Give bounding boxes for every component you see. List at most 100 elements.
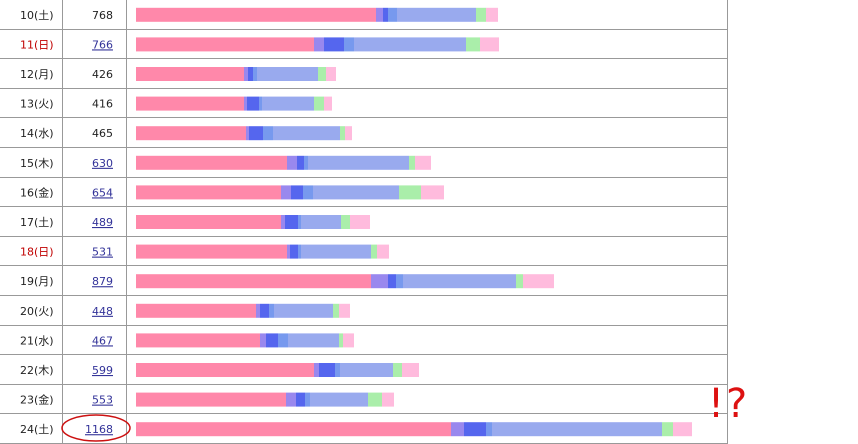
bar-segment [399, 185, 421, 200]
table-row: 16(金) 654 [20, 185, 444, 200]
bar-segment [335, 363, 340, 377]
bar-segment [345, 126, 352, 141]
bar-segment [249, 126, 263, 141]
bar-segment [247, 96, 259, 111]
bar-segment [318, 67, 326, 81]
bar-segment [291, 185, 303, 200]
access-count-link[interactable]: 553 [92, 394, 113, 407]
date-label: 19(月) [20, 275, 54, 288]
access-count-link[interactable]: 766 [92, 38, 113, 51]
bar-segment [409, 155, 415, 170]
access-count-link[interactable]: 599 [92, 364, 113, 377]
bar-segment [662, 422, 673, 437]
table-row: 20(火) 448 [20, 303, 350, 318]
bar-segment [246, 126, 249, 141]
access-count-link[interactable]: 448 [92, 305, 113, 318]
bar-segment [340, 126, 345, 141]
bar-segment [376, 7, 383, 22]
bar-segment [313, 185, 399, 200]
bar-segment [290, 244, 298, 259]
access-count-link[interactable]: 489 [92, 216, 113, 229]
table-row: 11(日) 766 [20, 37, 499, 52]
access-count: 426 [92, 68, 113, 81]
bar-segment [136, 67, 244, 81]
table-row: 24(土) 1168 [20, 422, 692, 437]
bar-segment [324, 37, 344, 52]
bar-segment [136, 126, 246, 141]
access-count-link[interactable]: 630 [92, 157, 113, 170]
date-label: 15(木) [20, 157, 54, 170]
bar-segment [476, 7, 486, 22]
table-row: 22(木) 599 [20, 363, 419, 377]
bar-segment [301, 215, 341, 229]
bar-segment [257, 67, 318, 81]
bar-segment [136, 303, 256, 318]
access-count: 416 [92, 98, 113, 111]
table-row: 10(土) 768 [20, 7, 498, 22]
bar-segment [304, 155, 308, 170]
table-row: 18(日) 531 [20, 244, 389, 259]
access-count-link[interactable]: 1168 [85, 423, 113, 436]
bar-segment [308, 155, 409, 170]
bar-segment [256, 303, 260, 318]
bar-segment [298, 215, 301, 229]
bar-segment [301, 244, 371, 259]
bar-segment [285, 215, 298, 229]
bar-segment [339, 303, 350, 318]
bar-segment [486, 422, 492, 437]
bar-segment [136, 392, 286, 407]
bar-segment [281, 185, 291, 200]
bar-segment [339, 333, 343, 348]
access-count: 465 [92, 127, 113, 140]
bar-segment [244, 67, 248, 81]
bar-segment [253, 67, 257, 81]
date-label: 17(土) [20, 216, 54, 229]
highlight-circle [61, 414, 131, 442]
bar-segment [673, 422, 692, 437]
bar-segment [136, 422, 451, 437]
access-count-link[interactable]: 879 [92, 275, 113, 288]
date-label: 20(火) [20, 305, 54, 318]
bar-segment [523, 274, 554, 289]
bar-segment [286, 392, 296, 407]
bar-segment [350, 215, 370, 229]
bar-segment [136, 333, 260, 348]
bar-segment [516, 274, 523, 289]
date-label: 13(火) [20, 98, 54, 111]
bar-segment [486, 7, 498, 22]
bar-segment [403, 274, 516, 289]
bar-segment [388, 7, 397, 22]
bar-segment [341, 215, 350, 229]
bar-segment [451, 422, 464, 437]
date-label: 16(金) [20, 185, 54, 199]
bar-segment [397, 7, 476, 22]
bar-segment [263, 126, 273, 141]
date-label: 23(金) [20, 393, 54, 407]
bar-segment [314, 363, 319, 377]
bar-segment [388, 274, 396, 289]
bar-segment [303, 185, 313, 200]
bar-segment [136, 363, 314, 377]
bar-segment [354, 37, 466, 52]
date-label: 14(水) [20, 127, 54, 140]
date-label: 12(月) [20, 68, 54, 81]
bar-segment [296, 392, 305, 407]
table-row: 23(金) 553 [20, 392, 394, 407]
date-label: 18(日) [20, 246, 54, 259]
table-row: 17(土) 489 [20, 215, 370, 229]
bar-segment [248, 67, 253, 81]
table-row: 12(月) 426 [20, 67, 336, 81]
bar-segment [421, 185, 444, 200]
date-label: 24(土) [20, 423, 54, 436]
access-count-link[interactable]: 654 [92, 186, 113, 199]
access-count-link[interactable]: 467 [92, 334, 113, 347]
chart-rows: 10(土) 768 11(日) 766 12(月) 426 13(火) 416 14(水) 465… [20, 7, 692, 437]
bar-segment [136, 274, 371, 289]
bar-segment [319, 363, 335, 377]
access-count-link[interactable]: 531 [92, 246, 113, 259]
table-row: 15(木) 630 [20, 155, 431, 170]
bar-segment [314, 37, 324, 52]
bar-segment [480, 37, 499, 52]
bar-segment [464, 422, 486, 437]
